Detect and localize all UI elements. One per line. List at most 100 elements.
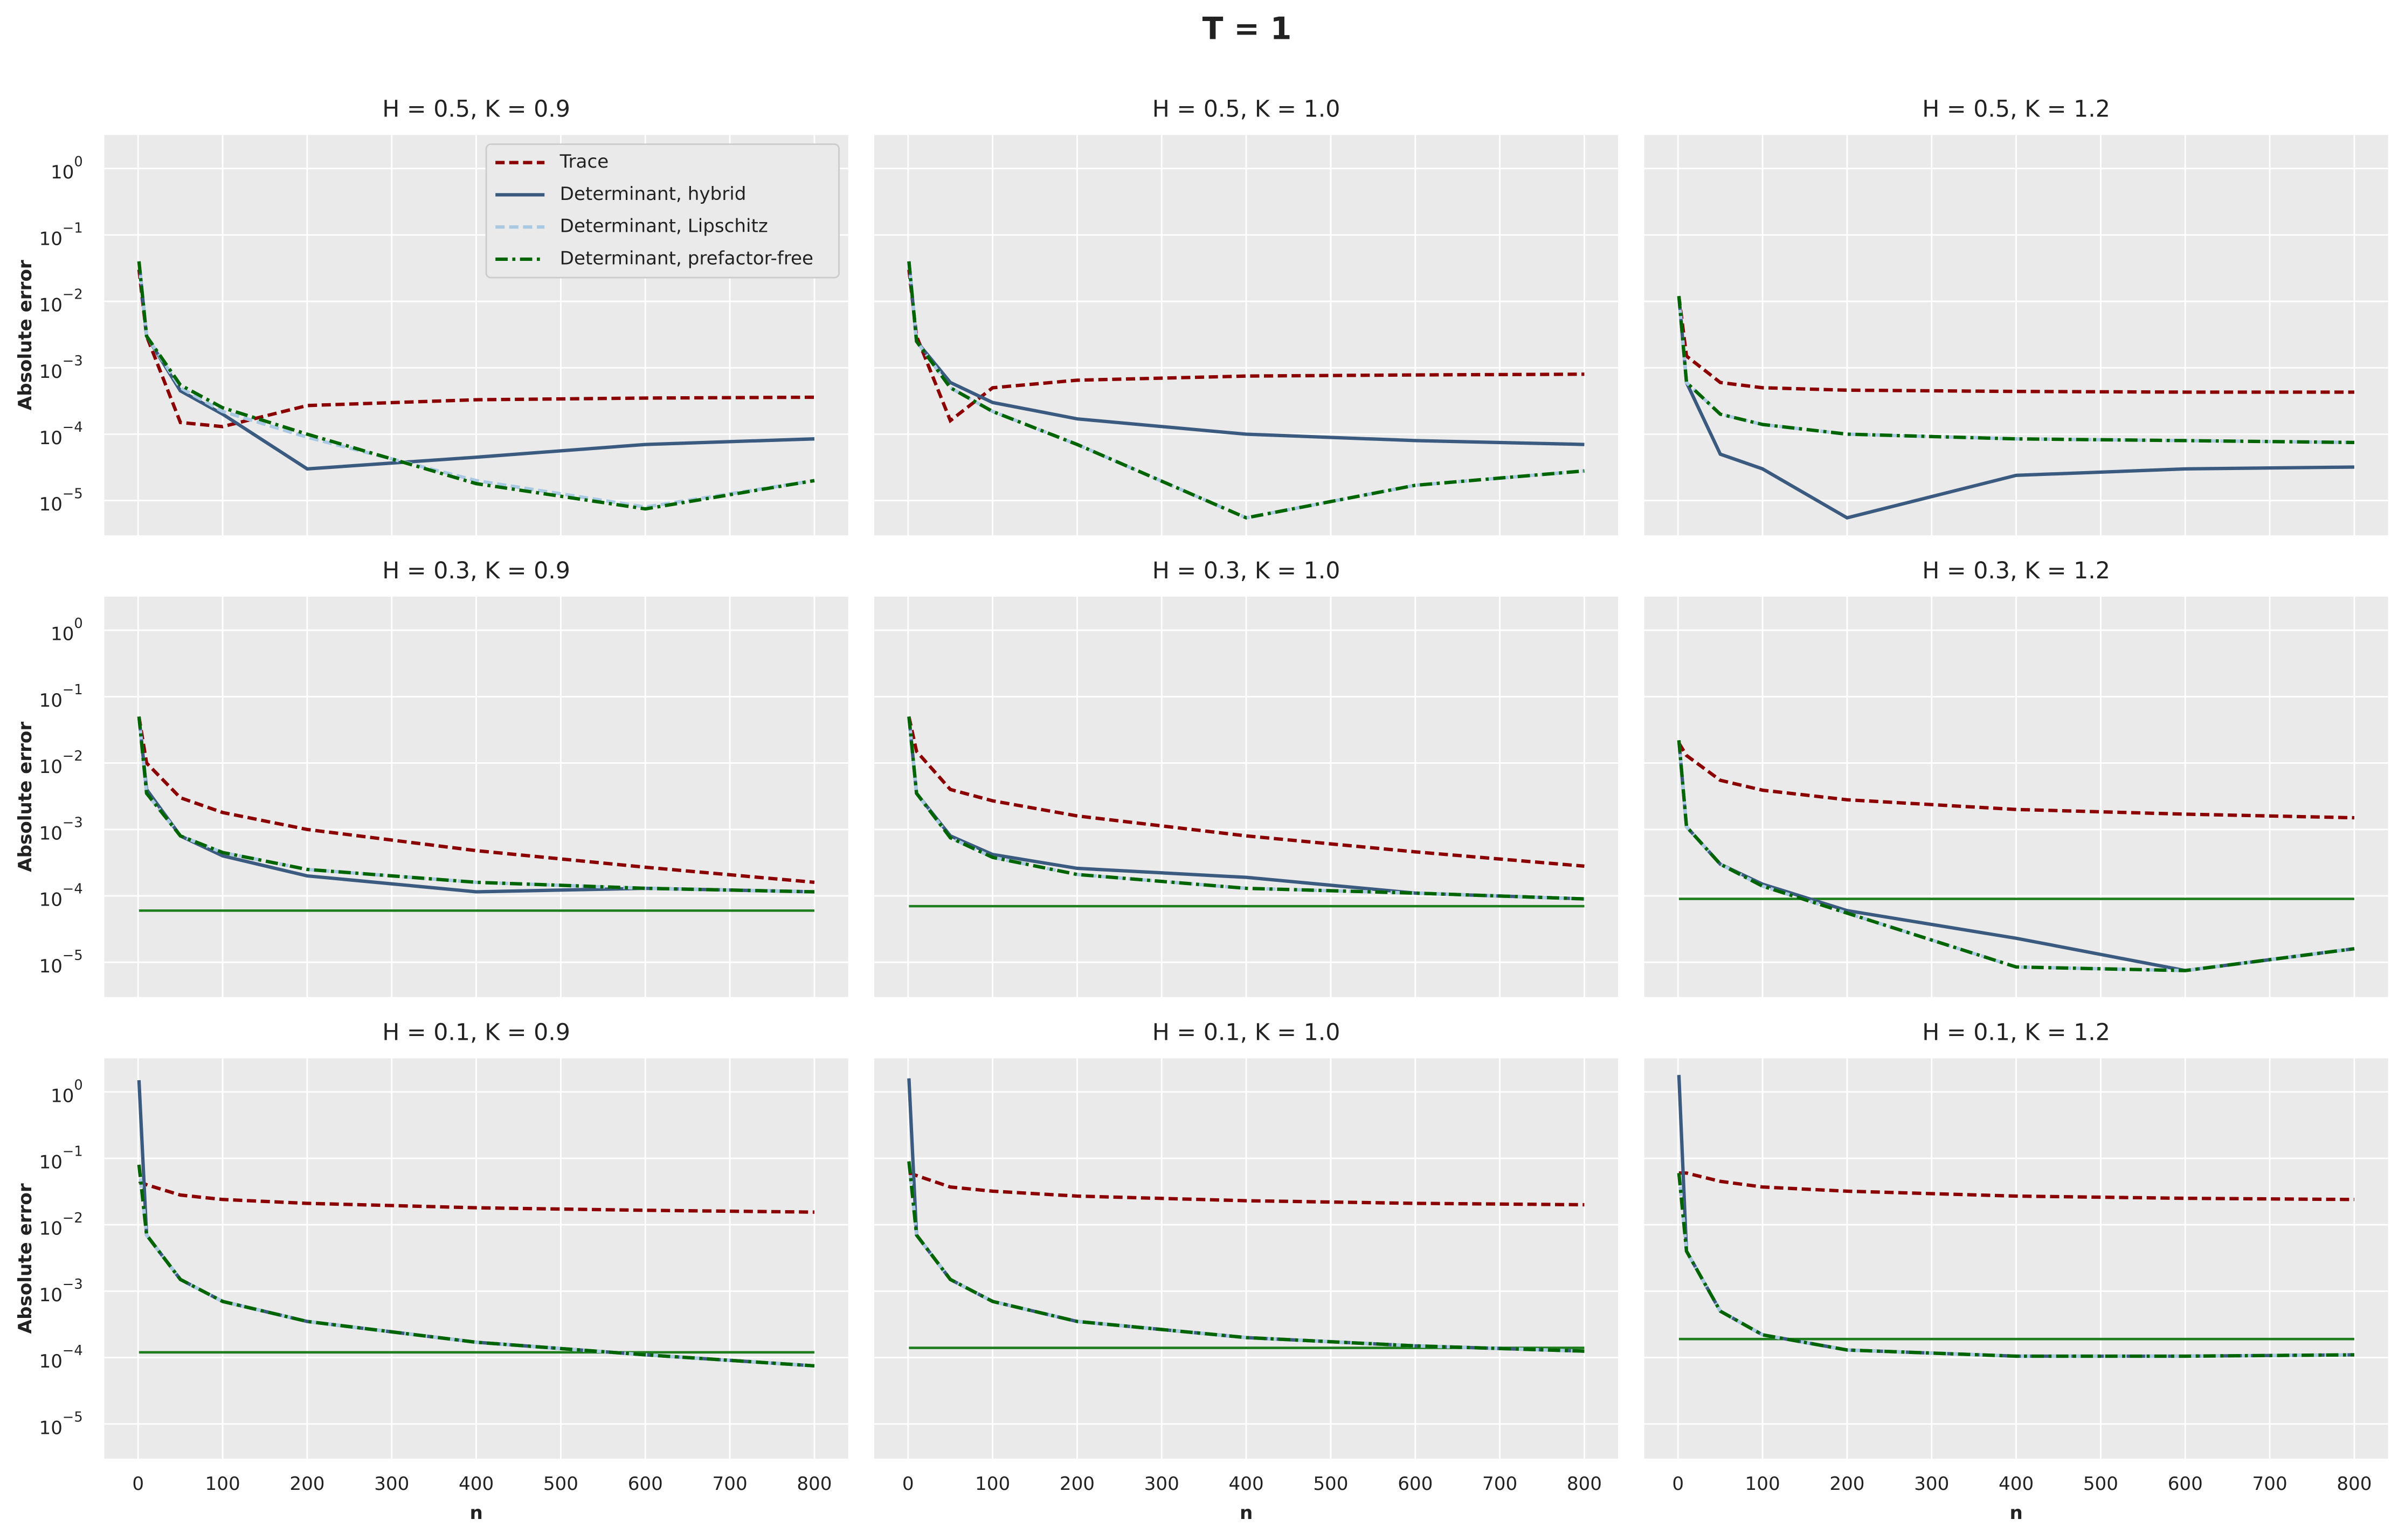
x-tick-label: 0: [902, 1473, 914, 1495]
x-tick-label: 500: [2083, 1473, 2118, 1495]
series-line: [907, 716, 1585, 901]
series-line: [907, 261, 1585, 520]
series-line: [907, 1161, 1585, 1353]
y-tick-base: 10: [39, 361, 62, 382]
y-tick-base: 10: [39, 294, 62, 316]
y-tick-exponent: −3: [63, 1276, 83, 1293]
series-line: [907, 269, 1585, 424]
series-line: [1678, 1171, 2354, 1201]
series-line: [137, 261, 815, 511]
x-tick-label: 300: [374, 1473, 409, 1495]
x-tick-label: 800: [797, 1473, 832, 1495]
y-tick-exponent: −4: [63, 1343, 83, 1359]
x-tick-label: 600: [628, 1473, 663, 1495]
x-tick-label: 200: [1060, 1473, 1095, 1495]
x-tick-label: 200: [1829, 1473, 1864, 1495]
series-line: [907, 261, 1585, 520]
y-tick-base: 10: [51, 162, 74, 183]
y-tick-label: 10−5: [39, 1409, 82, 1438]
x-tick-label: 400: [459, 1473, 494, 1495]
x-tick-label: 500: [543, 1473, 578, 1495]
panel-title: H = 0.3, K = 1.0: [1152, 557, 1340, 584]
y-tick-exponent: 0: [74, 616, 82, 632]
y-tick-base: 10: [39, 889, 62, 910]
x-tick-label: 600: [2168, 1473, 2203, 1495]
y-tick-label: 100: [51, 616, 83, 645]
x-tick-label: 800: [1567, 1473, 1602, 1495]
y-tick-exponent: −3: [63, 814, 83, 831]
panel-title: H = 0.5, K = 0.9: [382, 95, 570, 122]
y-tick-base: 10: [39, 955, 62, 977]
y-tick-label: 100: [51, 154, 83, 183]
y-tick-base: 10: [39, 494, 62, 515]
series-line: [1677, 1172, 2354, 1358]
legend-label: Trace: [559, 151, 609, 172]
x-tick-label: 800: [2337, 1473, 2372, 1495]
y-tick-label: 10−4: [39, 419, 82, 448]
y-axis-label: Absolute error: [15, 722, 36, 872]
series-line: [907, 716, 1585, 868]
series-line: [1677, 740, 2355, 972]
y-tick-exponent: −1: [63, 682, 83, 698]
y-tick-label: 10−2: [39, 748, 82, 777]
y-tick-label: 10−2: [39, 1210, 82, 1239]
panel-title: H = 0.1, K = 1.2: [1922, 1019, 2110, 1046]
y-tick-label: 10−1: [39, 682, 82, 711]
y-tick-exponent: −4: [63, 419, 83, 436]
panel-title: H = 0.1, K = 0.9: [382, 1019, 570, 1046]
x-tick-label: 500: [1313, 1473, 1348, 1495]
chart-title: T = 1: [1202, 11, 1292, 47]
series-line: [138, 1179, 814, 1214]
y-tick-label: 100: [51, 1077, 83, 1106]
x-tick-label: 100: [205, 1473, 240, 1495]
y-tick-label: 10−1: [39, 1144, 82, 1173]
series-line: [1677, 296, 2354, 445]
y-tick-exponent: −3: [63, 353, 83, 369]
x-axis-label: n: [2009, 1502, 2022, 1524]
y-tick-exponent: −1: [63, 220, 83, 236]
y-tick-base: 10: [51, 623, 74, 645]
x-tick-label: 300: [1914, 1473, 1949, 1495]
y-tick-exponent: −2: [63, 287, 83, 303]
y-tick-base: 10: [39, 427, 62, 449]
x-tick-label: 700: [713, 1473, 748, 1495]
y-axis-label: Absolute error: [15, 1183, 36, 1334]
x-tick-label: 0: [1672, 1473, 1684, 1495]
y-tick-base: 10: [39, 1351, 62, 1372]
series-line: [1677, 295, 2354, 394]
series-line: [137, 716, 815, 884]
x-tick-label: 400: [1229, 1473, 1264, 1495]
y-tick-label: 10−3: [39, 353, 82, 382]
y-tick-base: 10: [39, 689, 62, 711]
x-tick-label: 300: [1144, 1473, 1179, 1495]
y-tick-base: 10: [39, 1218, 62, 1239]
y-tick-base: 10: [39, 1151, 62, 1173]
y-axis-label: Absolute error: [15, 260, 36, 410]
x-tick-label: 200: [289, 1473, 324, 1495]
y-tick-base: 10: [39, 228, 62, 250]
y-tick-label: 10−3: [39, 814, 82, 844]
series-line: [908, 1171, 1585, 1207]
panel-title: H = 0.1, K = 1.0: [1152, 1019, 1340, 1046]
legend-label: Determinant, hybrid: [560, 183, 747, 205]
legend-label: Determinant, prefactor-free: [560, 247, 813, 269]
y-tick-base: 10: [39, 1417, 62, 1439]
x-tick-label: 700: [1482, 1473, 1517, 1495]
series-line: [1677, 740, 2355, 972]
series-line: [137, 1164, 815, 1368]
panel-title: H = 0.5, K = 1.2: [1922, 95, 2110, 122]
x-tick-label: 0: [132, 1473, 144, 1495]
y-tick-label: 10−1: [39, 220, 82, 249]
y-tick-exponent: −5: [63, 948, 83, 964]
legend-label: Determinant, Lipschitz: [560, 216, 768, 237]
x-axis-label: n: [1240, 1502, 1253, 1524]
panel-title: H = 0.3, K = 1.2: [1922, 557, 2110, 584]
series-line: [137, 716, 814, 894]
y-tick-label: 10−4: [39, 881, 82, 910]
legend-box: [485, 143, 840, 279]
series-line: [1677, 296, 2354, 520]
panel-title: H = 0.5, K = 1.0: [1152, 95, 1340, 122]
x-tick-label: 100: [975, 1473, 1010, 1495]
